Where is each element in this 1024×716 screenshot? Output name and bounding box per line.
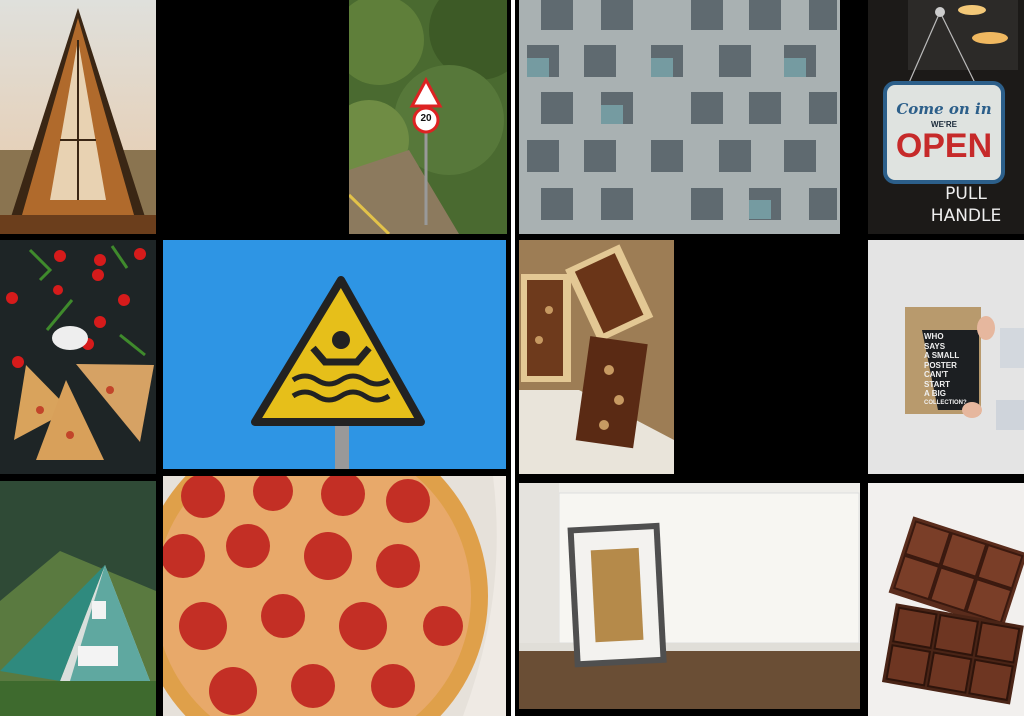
speed-limit-text: 20 — [414, 113, 438, 124]
column-divider — [511, 0, 515, 716]
open-sign-door: Come on in WE'RE OPEN PULL HANDLE — [868, 0, 1024, 234]
drowning-warning-sign — [163, 240, 506, 469]
poster-line: CAN'T — [924, 370, 980, 380]
poster-line: WHO — [924, 332, 980, 342]
green-house-photo — [0, 481, 156, 716]
chocolate-bars-photo — [519, 240, 674, 474]
hand-holding-poster: WHO SAYS A SMALL POSTER CAN'T START A BI… — [868, 240, 1024, 474]
poster-line: A SMALL — [924, 351, 980, 361]
apartment-building-facade — [519, 0, 840, 234]
pizza-tomatoes-arugula — [0, 240, 156, 474]
pull-text-line2: HANDLE — [924, 206, 1008, 226]
a-frame-cabin-sunset — [0, 0, 156, 234]
chocolate-pieces-photo — [868, 483, 1024, 716]
warning-sign-photo — [163, 240, 506, 469]
green-a-frame-house — [0, 481, 156, 716]
empty-frame-against-wall — [519, 483, 860, 709]
poster-line: COLLECTION? — [924, 399, 980, 409]
a-frame-cabin-photo — [0, 0, 156, 234]
pepperoni-pizza — [163, 476, 506, 716]
frame-wall-photo — [519, 483, 860, 709]
open-sign-line3: OPEN — [888, 127, 1000, 166]
chocolate-pieces — [868, 483, 1024, 716]
forest-road-speed-sign: 20 — [349, 0, 507, 234]
poster-line: POSTER — [924, 361, 980, 371]
pepperoni-pizza-photo — [163, 476, 506, 716]
poster-line: SAYS — [924, 342, 980, 352]
poster-line: START — [924, 380, 980, 390]
poster-line: A BIG — [924, 389, 980, 399]
pizza-flatlay-photo — [0, 240, 156, 474]
chocolate-bars-nuts — [519, 240, 674, 474]
pull-text-line1: PULL — [928, 184, 1004, 204]
open-sign-line1: Come on in — [888, 100, 1000, 118]
building-facade-photo — [519, 0, 840, 234]
poster-text: WHO SAYS A SMALL POSTER CAN'T START A BI… — [924, 332, 980, 408]
